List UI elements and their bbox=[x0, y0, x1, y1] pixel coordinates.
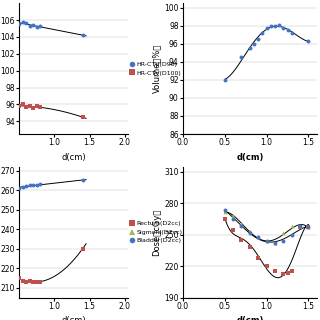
Point bbox=[222, 209, 227, 214]
Point bbox=[272, 241, 277, 246]
Point bbox=[264, 264, 269, 269]
Point bbox=[306, 225, 311, 230]
Point bbox=[281, 271, 286, 276]
Point bbox=[281, 230, 286, 235]
Point bbox=[306, 38, 311, 44]
Point bbox=[289, 30, 294, 36]
Point bbox=[80, 115, 85, 120]
Point bbox=[34, 24, 39, 29]
Point bbox=[20, 278, 25, 284]
Point bbox=[24, 104, 29, 109]
Point bbox=[247, 245, 252, 250]
Point bbox=[38, 23, 43, 28]
Point bbox=[252, 41, 257, 46]
X-axis label: d(cm): d(cm) bbox=[236, 316, 264, 320]
Point bbox=[272, 269, 277, 274]
Point bbox=[20, 185, 25, 190]
Point bbox=[38, 279, 43, 284]
X-axis label: d(cm): d(cm) bbox=[236, 153, 264, 162]
Point bbox=[256, 255, 261, 260]
Point bbox=[17, 22, 22, 27]
Point bbox=[24, 184, 29, 189]
Point bbox=[239, 222, 244, 227]
Point bbox=[230, 217, 236, 222]
Point bbox=[264, 238, 269, 244]
X-axis label: d(cm): d(cm) bbox=[61, 153, 86, 162]
Point bbox=[20, 19, 25, 24]
Point bbox=[306, 225, 311, 230]
Point bbox=[31, 183, 36, 188]
Point bbox=[27, 278, 32, 284]
Point bbox=[264, 25, 269, 30]
Legend: Rectum(D2cc), Sigmoid(D2cc), Bladder(D2cc): Rectum(D2cc), Sigmoid(D2cc), Bladder(D2c… bbox=[129, 221, 183, 244]
Point bbox=[247, 46, 252, 51]
Point bbox=[281, 238, 286, 244]
Point bbox=[298, 225, 303, 230]
X-axis label: d(cm): d(cm) bbox=[61, 316, 86, 320]
Point bbox=[289, 232, 294, 237]
Point bbox=[24, 279, 29, 284]
Point bbox=[34, 182, 39, 187]
Point bbox=[230, 213, 236, 219]
Y-axis label: Volume（%）: Volume（%） bbox=[152, 44, 161, 93]
Point bbox=[34, 104, 39, 109]
Point bbox=[34, 279, 39, 284]
Point bbox=[298, 224, 303, 229]
Point bbox=[80, 246, 85, 251]
Point bbox=[80, 178, 85, 183]
Point bbox=[256, 234, 261, 239]
Point bbox=[27, 23, 32, 28]
Point bbox=[230, 227, 236, 232]
Point bbox=[298, 224, 303, 229]
Point bbox=[222, 77, 227, 83]
Point bbox=[27, 104, 32, 109]
Point bbox=[31, 105, 36, 110]
Point bbox=[222, 207, 227, 212]
Legend: HR-CTV(D90), HR-CTV(D100): HR-CTV(D90), HR-CTV(D100) bbox=[129, 62, 181, 76]
Point bbox=[285, 28, 290, 33]
Point bbox=[80, 33, 85, 38]
Point bbox=[289, 269, 294, 274]
Point bbox=[17, 186, 22, 191]
Point bbox=[247, 228, 252, 233]
Point bbox=[222, 217, 227, 222]
Point bbox=[276, 22, 282, 28]
Point bbox=[260, 30, 265, 36]
Point bbox=[20, 102, 25, 107]
Point bbox=[24, 21, 29, 26]
Point bbox=[281, 25, 286, 30]
Point bbox=[272, 23, 277, 28]
Point bbox=[17, 104, 22, 109]
Point bbox=[256, 234, 261, 239]
Point bbox=[256, 37, 261, 42]
Point bbox=[38, 182, 43, 187]
Point bbox=[247, 230, 252, 235]
Point bbox=[272, 241, 277, 246]
Point bbox=[27, 183, 32, 188]
Point bbox=[306, 225, 311, 230]
Point bbox=[289, 224, 294, 229]
Point bbox=[264, 238, 269, 244]
Point bbox=[239, 224, 244, 229]
Point bbox=[239, 237, 244, 243]
Point bbox=[31, 23, 36, 28]
Point bbox=[38, 104, 43, 109]
Y-axis label: Dose（cGy）: Dose（cGy） bbox=[152, 209, 161, 256]
Point bbox=[285, 270, 290, 276]
Point bbox=[268, 23, 273, 28]
Point bbox=[17, 276, 22, 281]
Point bbox=[31, 279, 36, 284]
Point bbox=[239, 55, 244, 60]
